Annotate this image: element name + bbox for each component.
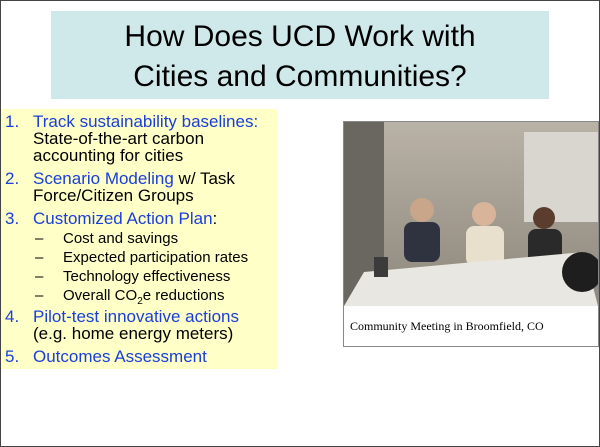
- list-item: 5. Outcomes Assessment: [1, 348, 277, 365]
- title-box: How Does UCD Work with Cities and Commun…: [51, 11, 549, 99]
- list-item: 3. Customized Action Plan:: [1, 210, 277, 227]
- sub-text: e reductions: [143, 287, 225, 304]
- item-number: 2.: [5, 170, 19, 187]
- item-number: 4.: [5, 308, 19, 325]
- item-text: State-of-the-art carbon accounting for c…: [33, 129, 204, 165]
- photo-caption: Community Meeting in Broomfield, CO: [344, 306, 598, 346]
- title-line: Cities and Communities?: [51, 57, 549, 97]
- item-text: :: [213, 209, 218, 228]
- list-item: 4.Pilot-test innovative actions (e.g. ho…: [1, 308, 273, 342]
- item-text: (e.g. home energy meters): [33, 324, 233, 343]
- item-highlight: Outcomes Assessment: [33, 347, 207, 366]
- slide: How Does UCD Work with Cities and Commun…: [0, 0, 600, 447]
- sub-text: Technology effectiveness: [63, 268, 230, 285]
- sub-text: Cost and savings: [63, 230, 178, 247]
- sub-item: – Technology effectiveness: [1, 269, 277, 284]
- sub-marker: –: [35, 231, 43, 246]
- title-line: How Does UCD Work with: [51, 17, 549, 57]
- item-number: 5.: [5, 348, 19, 365]
- photo: Community Meeting in Broomfield, CO: [343, 121, 599, 347]
- sub-text: Overall CO: [63, 287, 137, 304]
- sub-item: – Expected participation rates: [1, 250, 277, 265]
- item-highlight: Customized Action Plan: [33, 209, 213, 228]
- sub-item: –Overall CO2e reductions: [1, 288, 277, 303]
- item-number: 1.: [5, 113, 19, 130]
- item-number: 3.: [5, 210, 19, 227]
- photo-image: [344, 122, 598, 306]
- list-item: 2.Scenario Modeling w/ Task Force/Citize…: [1, 170, 261, 204]
- list-item: 1.Track sustainability baselines: State-…: [1, 113, 271, 164]
- sub-marker: –: [35, 269, 43, 284]
- sub-item: – Cost and savings: [1, 231, 277, 246]
- sub-marker: –: [35, 288, 43, 303]
- list: 1.Track sustainability baselines: State-…: [1, 109, 277, 369]
- sub-marker: –: [35, 250, 43, 265]
- sub-text: Expected participation rates: [63, 249, 248, 266]
